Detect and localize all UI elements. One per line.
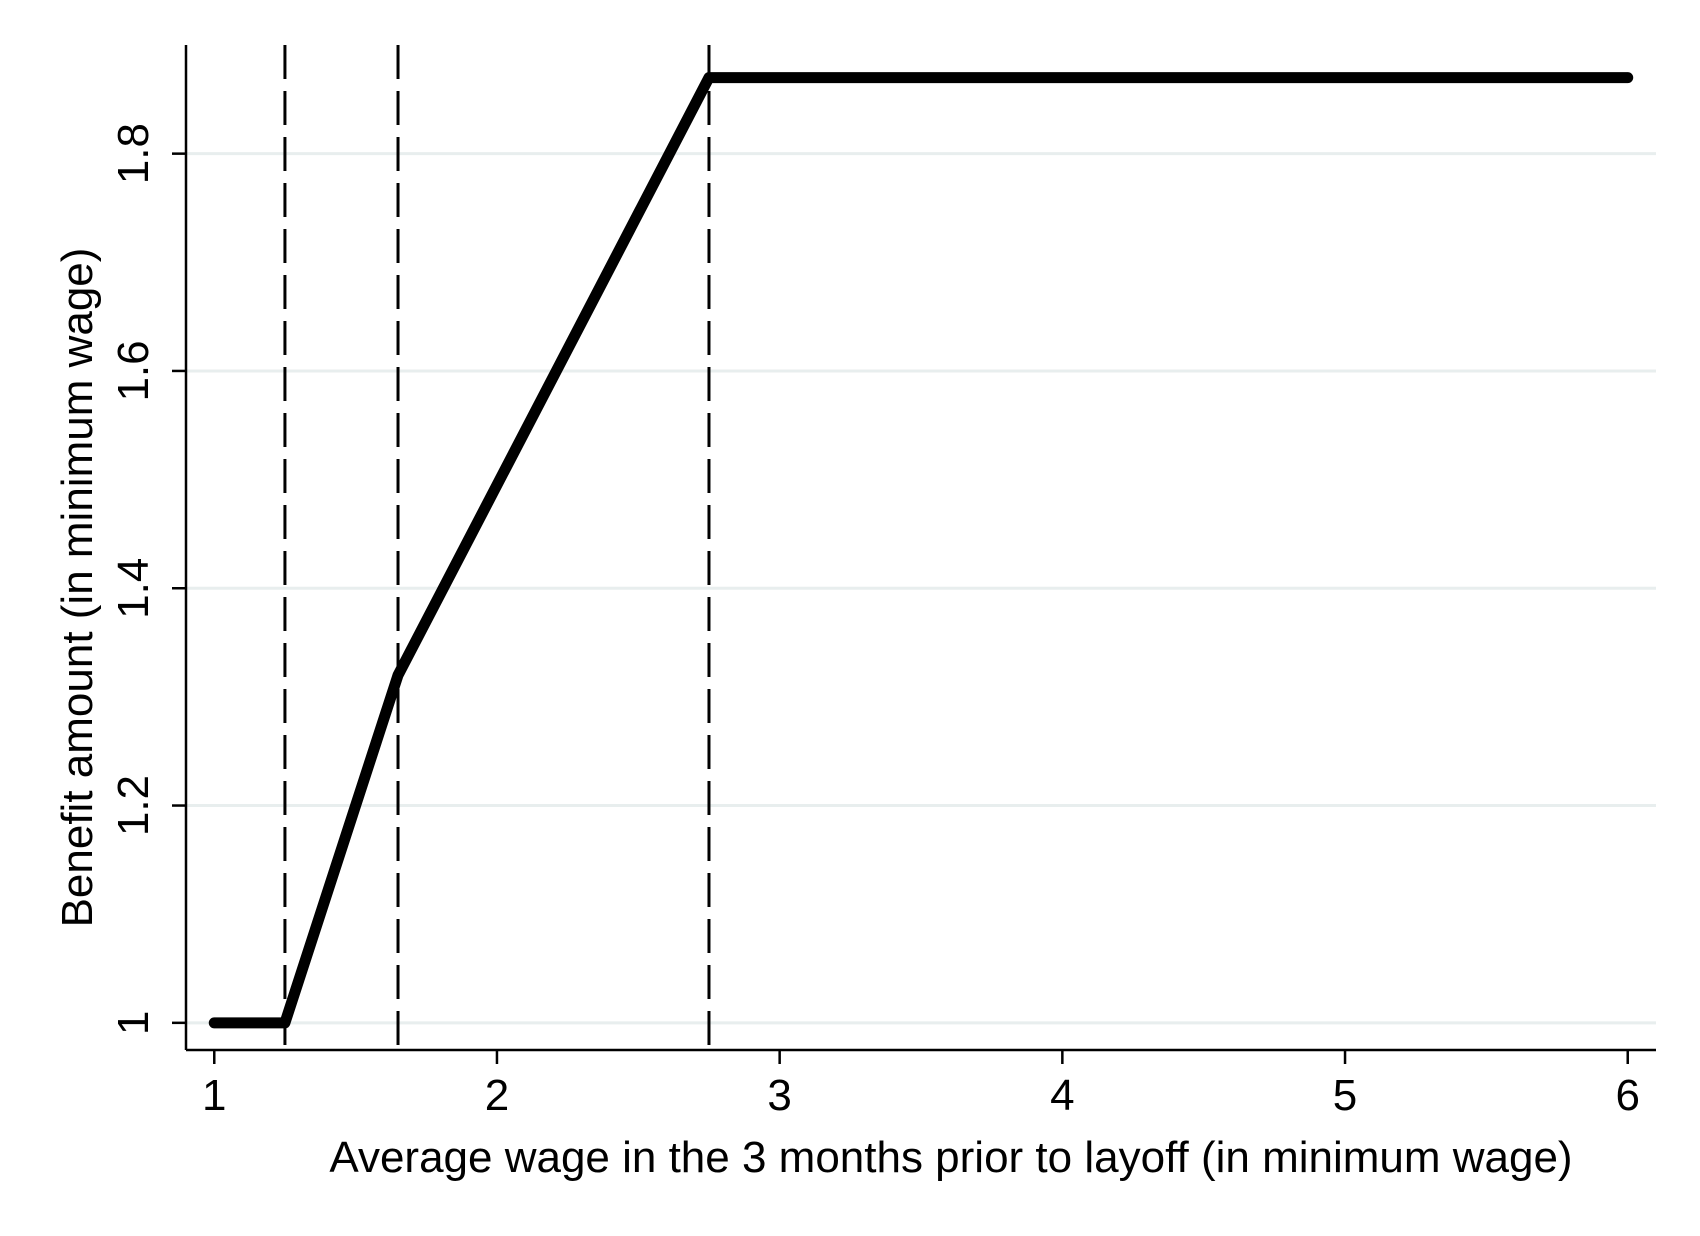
series-layer xyxy=(208,72,1634,1029)
y-tick-label: 1.8 xyxy=(109,123,158,184)
x-tick-label: 3 xyxy=(767,1071,791,1120)
x-tick-label: 2 xyxy=(485,1071,509,1120)
y-tick-label: 1.4 xyxy=(109,558,158,619)
y-tick-label: 1.2 xyxy=(109,775,158,836)
axes xyxy=(172,45,1656,1064)
x-tick-label: 1 xyxy=(202,1071,226,1120)
x-tick-label: 4 xyxy=(1050,1071,1074,1120)
x-tick-label: 5 xyxy=(1333,1071,1357,1120)
y-axis-title: Benefit amount (in minimum wage) xyxy=(53,248,102,928)
tick-labels: 1 2 3 4 5 6 1 1.2 1.4 1.6 1.8 xyxy=(109,123,1640,1120)
x-axis-title: Average wage in the 3 months prior to la… xyxy=(329,1133,1572,1182)
grid-lines xyxy=(186,152,1656,1025)
x-tick-label: 6 xyxy=(1615,1071,1639,1120)
series-line xyxy=(208,72,1634,1029)
y-tick-label: 1 xyxy=(109,1011,158,1035)
y-tick-label: 1.6 xyxy=(109,340,158,401)
reference-lines xyxy=(283,45,711,1050)
